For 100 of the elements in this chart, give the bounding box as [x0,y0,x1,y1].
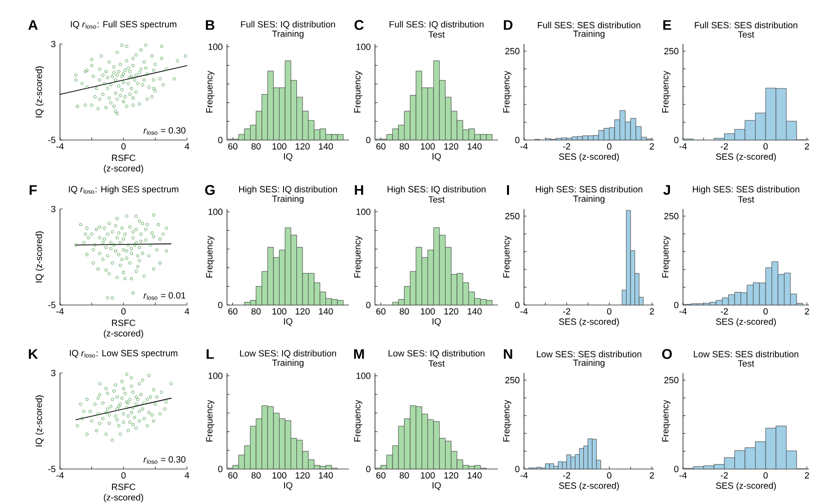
chart-subtitle: Test [738,360,754,367]
y-axis-title: Frequency [503,236,512,278]
chart-subtitle: Training [573,195,604,204]
chart-subtitle: Test [428,196,445,203]
x-tick-label: 4 [184,472,190,478]
annotation: r$_{loso}$ = 0.01 [144,292,186,300]
y-tick-label: 250 [664,48,678,54]
x-axis-title: SES (z-scored) [716,153,776,162]
x-tick-label: 60 [376,472,386,479]
y-axis-title: IQ (z-scored) [35,395,44,446]
x-tick-label: 80 [400,143,409,150]
x-tick-label: 0 [121,472,126,479]
x-tick-label: 140 [468,308,482,315]
x-tick-label: -4 [679,143,687,150]
x-tick-label: 0 [607,308,612,315]
x-tick-label: 140 [318,308,333,315]
x-tick-label: 2 [650,143,654,150]
annotation: r$_{loso}$ = 0.30 [144,456,186,464]
chart-subtitle: Test [428,360,445,367]
chart-subtitle: Training [272,359,304,368]
x-tick-label: 140 [318,472,333,479]
chart-title: IQ r$_{loso}$: High SES spectrum [68,186,178,194]
y-tick-label: 3 [51,40,56,48]
x-tick-label: -4 [679,472,687,478]
x-tick-label: 120 [296,472,310,479]
chart-subtitle: Training [272,30,304,39]
chart-subtitle: Test [738,31,754,38]
y-axis-title: IQ (z-scored) [35,231,44,282]
x-tick-label: 60 [376,308,386,315]
chart-subtitle: Test [738,196,754,203]
x-tick-label: 0 [763,143,768,150]
x-tick-label: 60 [228,472,238,479]
x-tick-label: 80 [400,308,409,315]
x-axis-title: IQ [284,482,292,490]
y-axis-title: Frequency [354,70,362,112]
chart-title: High SES: IQ distribution [239,186,337,194]
text: M [354,349,364,359]
chart-subtitle: Training [573,30,604,39]
x-axis-title: IQ [432,153,441,162]
y-axis-title: IQ (z-scored) [35,66,44,118]
chart-title: Full SES: IQ distribution [390,20,484,30]
chart-subtitle: Training [272,195,304,204]
x-tick-label: 100 [272,472,286,479]
y-tick-label: -5 [48,136,56,144]
x-tick-label: -2 [720,308,728,314]
chart-title: Full SES: SES distribution [538,22,640,28]
x-tick-label: 100 [420,472,435,479]
y-tick-label: 0 [674,466,678,472]
x-axis-title: IQ [284,153,292,162]
y-axis-title: Frequency [503,400,512,442]
y-tick-label: 0 [674,302,678,308]
text: K [28,349,38,359]
x-tick-label: 100 [420,143,435,150]
x-tick-label: 100 [420,308,435,315]
text: H [354,185,364,195]
x-tick-label: 80 [251,472,261,479]
x-tick-label: 2 [804,472,809,478]
x-tick-label: 2 [804,308,809,314]
x-tick-label: 2 [650,308,654,314]
x-tick-label: -2 [720,143,728,150]
chart-title: Low SES: IQ distribution [388,350,485,358]
x-tick-label: 2 [650,472,654,478]
text: O [662,349,672,359]
chart-title: High SES: SES distribution [692,186,800,194]
y-tick-label: 0 [218,466,222,472]
x-tick-label: 4 [184,143,190,150]
y-tick-label: 0 [366,466,370,472]
x-tick-label: 60 [228,308,238,315]
x-axis-title: SES (z-scored) [559,318,619,327]
y-tick-label: 3 [51,370,56,376]
x-tick-label: -2 [563,472,570,478]
y-tick-label: 0 [218,136,222,144]
x-tick-label: 140 [468,143,482,150]
x-axis-title: SES (z-scored) [559,482,619,491]
x-tick-label: 120 [296,308,310,315]
x-axis-title: SES (z-scored) [559,153,619,162]
text: F [30,185,37,195]
x-tick-label: 0 [763,472,768,479]
y-tick-label: 0 [366,136,370,144]
x-tick-label: 80 [400,472,409,479]
y-tick-label: 250 [664,376,678,384]
y-axis-title: Frequency [354,236,362,278]
text: G [205,185,215,195]
y-tick-label: 0 [515,136,520,144]
chart-subtitle: Test [428,31,445,38]
annotation: r$_{loso}$ = 0.30 [144,127,186,135]
y-axis-title: Frequency [662,236,670,278]
y-tick-label: 100 [208,208,222,215]
y-axis-title: Frequency [206,400,214,442]
x-tick-label: -4 [679,308,687,314]
y-axis-title: Frequency [503,70,512,112]
x-tick-label: 0 [763,308,768,315]
x-axis-title: RSFC (z-scored) [104,484,144,502]
text: N [504,349,512,359]
chart-title: Full SES: IQ distribution [241,20,335,30]
y-tick-label: -5 [48,466,56,472]
x-tick-label: 140 [318,143,333,150]
x-tick-label: -2 [720,472,728,478]
y-tick-label: 250 [505,212,520,220]
text: I [507,185,510,195]
